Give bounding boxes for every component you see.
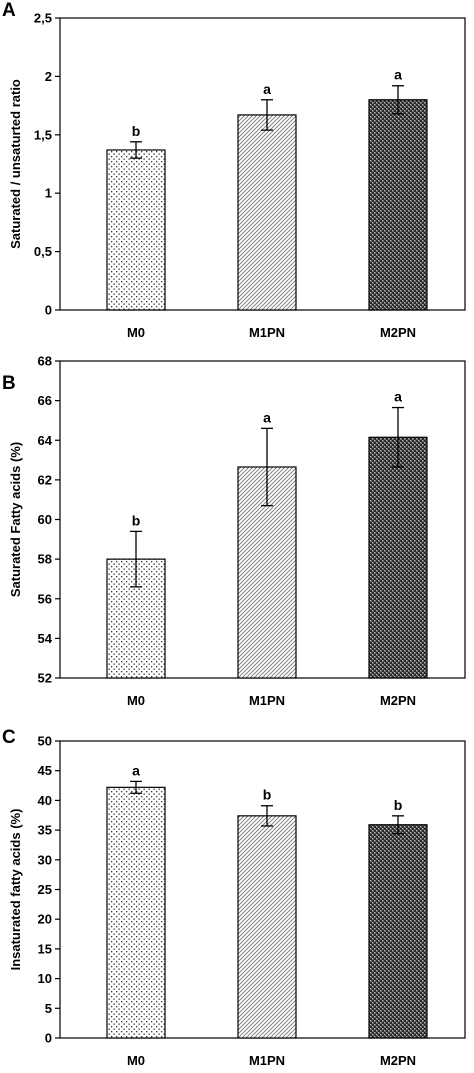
significance-label-m0: a xyxy=(132,762,140,778)
significance-label-m2pn: a xyxy=(394,389,402,405)
y-tick-label: 68 xyxy=(38,354,52,369)
category-label-m0: M0 xyxy=(127,1053,145,1068)
y-tick-label: 25 xyxy=(38,882,52,897)
category-label-m1pn: M1PN xyxy=(249,325,285,340)
y-tick-label: 2,5 xyxy=(34,11,52,26)
bar-m2pn xyxy=(368,99,428,311)
category-label-m2pn: M2PN xyxy=(380,1053,416,1068)
category-label-m2pn: M2PN xyxy=(380,325,416,340)
bar-m1pn xyxy=(237,815,297,1039)
category-label-m0: M0 xyxy=(127,325,145,340)
bar-m2pn xyxy=(368,436,428,679)
error-bar-m2pn xyxy=(392,815,404,835)
error-bar-m2pn xyxy=(392,406,404,468)
y-tick-label: 20 xyxy=(38,912,52,927)
y-tick-label: 66 xyxy=(38,393,52,408)
significance-label-m1pn: a xyxy=(263,81,271,97)
category-label-m2pn: M2PN xyxy=(380,693,416,708)
y-tick-label: 0 xyxy=(45,303,52,318)
panel-letter: B xyxy=(2,373,16,394)
y-tick-label: 64 xyxy=(38,433,53,448)
bar-m0 xyxy=(106,786,166,1039)
y-tick-label: 5 xyxy=(45,1001,52,1016)
error-bar-m1pn xyxy=(261,427,273,507)
significance-label-m0: b xyxy=(132,123,141,139)
y-tick-label: 50 xyxy=(38,734,52,749)
category-label-m0: M0 xyxy=(127,693,145,708)
error-bar-m1pn xyxy=(261,805,273,827)
error-bar-m0 xyxy=(130,780,142,794)
y-tick-label: 54 xyxy=(38,631,53,646)
significance-label-m1pn: b xyxy=(263,787,272,803)
y-tick-label: 62 xyxy=(38,472,52,487)
y-tick-label: 60 xyxy=(38,512,52,527)
panel-letter: A xyxy=(2,0,16,21)
error-bar-m1pn xyxy=(261,99,273,131)
y-tick-label: 10 xyxy=(38,971,52,986)
significance-label-m1pn: a xyxy=(263,409,271,425)
y-tick-label: 30 xyxy=(38,852,52,867)
y-axis-title: Saturated Fatty acids (%) xyxy=(8,442,23,597)
significance-label-m0: b xyxy=(132,512,141,528)
y-tick-label: 40 xyxy=(38,793,52,808)
error-bar-m2pn xyxy=(392,85,404,115)
bar-m1pn xyxy=(237,114,297,311)
y-tick-label: 45 xyxy=(38,763,52,778)
chart-panel-a: A 0 0,5 1 1,5 2 2,5 Saturated / unsaturted rati… xyxy=(2,0,466,340)
y-axis-title: Insaturated fatty acids (%) xyxy=(8,809,23,971)
chart-panel-b: B 52 54 56 58 60 62 64 66 68 Saturated Fatty acids… xyxy=(2,354,466,708)
y-tick-label: 0,5 xyxy=(34,244,52,259)
category-label-m1pn: M1PN xyxy=(249,693,285,708)
error-bar-m0 xyxy=(130,530,142,588)
y-tick-label: 52 xyxy=(38,671,52,686)
significance-label-m2pn: b xyxy=(394,797,403,813)
y-tick-label: 0 xyxy=(45,1031,52,1046)
y-tick-label: 56 xyxy=(38,591,52,606)
y-tick-label: 58 xyxy=(38,552,52,567)
error-bar-m0 xyxy=(130,141,142,159)
y-tick-label: 15 xyxy=(38,941,52,956)
y-tick-label: 1,5 xyxy=(34,127,52,142)
panel-letter: C xyxy=(2,727,16,748)
y-axis-title: Saturated / unsaturted ratio xyxy=(8,79,23,249)
chart-panel-c: C 0 5 10 15 20 25 30 35 40 45 50 Insaturated fatty a… xyxy=(2,727,466,1068)
y-tick-label: 1 xyxy=(45,186,52,201)
bar-m0 xyxy=(106,149,166,311)
y-tick-label: 2 xyxy=(45,69,52,84)
significance-label-m2pn: a xyxy=(394,67,402,83)
category-label-m1pn: M1PN xyxy=(249,1053,285,1068)
bar-m2pn xyxy=(368,824,428,1039)
y-tick-label: 35 xyxy=(38,823,52,838)
